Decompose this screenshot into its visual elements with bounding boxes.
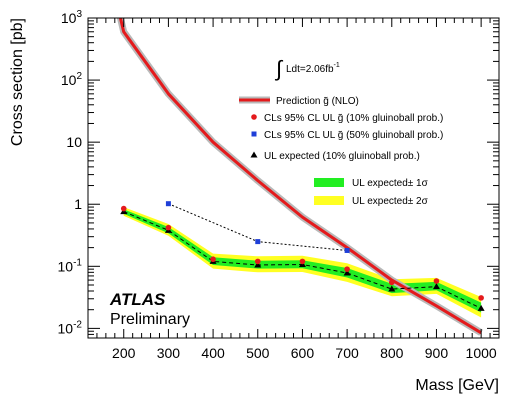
observed-10pct-point [388,279,395,286]
legend-observed-50pct-marker [251,131,257,137]
observed-10pct-point [165,224,172,231]
x-tick-label: 300 [157,345,181,361]
x-tick-label: 1000 [466,345,497,361]
observed-50pct-point [255,239,261,245]
legend-2sigma-swatch [314,196,344,205]
x-tick-label: 600 [291,345,315,361]
legend-prediction-label: Prediction g̃ (NLO) [276,96,359,107]
legend-observed-10pct-label: CLs 95% CL UL g̃ (10% gluinoball prob.) [264,113,443,124]
legend-observed-10pct-marker [251,114,257,120]
observed-10pct-point [299,258,306,265]
y-tick-label: 10-1 [58,257,83,274]
integral-sign: ∫ [274,56,284,81]
observed-50pct-point [344,247,350,253]
observed-10pct-point [254,258,261,265]
legend-2sigma-label: UL expected± 2σ [352,196,429,207]
legend-1sigma-swatch [314,178,344,187]
y-tick-label: 1 [74,196,82,212]
atlas-label: ATLAS [109,290,166,309]
observed-10pct-point [210,256,216,263]
luminosity-text: Ldt=2.06fb-1 [286,62,340,75]
prediction-line [118,18,482,335]
observed-10pct-point [344,266,350,272]
y-axis-label: Cross section [pb] [9,18,26,146]
expected-point [432,283,440,290]
expected-point [388,285,396,292]
x-tick-label: 900 [425,345,449,361]
x-tick-label: 200 [112,345,136,361]
expected-point [343,269,351,276]
y-tick-label: 103 [61,9,83,26]
legend-observed-50pct-label: CLs 95% CL UL g̃ (50% gluinoball prob.) [264,130,443,141]
expected-point [477,304,485,311]
y-tick-label: 10 [66,134,82,150]
luminosity-annotation: ∫ Ldt=2.06fb-1 [274,56,340,81]
observed-10pct-point [433,278,440,284]
legend-expected-marker [250,151,258,158]
x-tick-label: 500 [246,345,270,361]
legend-expected-label: UL expected (10% gluinoball prob.) [264,151,420,162]
x-tick-label: 700 [335,345,359,361]
observed-10pct-point [120,205,127,212]
x-axis-label: Mass [GeV] [415,377,499,394]
legend: Prediction g̃ (NLO) CLs 95% CL UL g̃ (10… [239,96,443,207]
preliminary-label: Preliminary [110,311,190,328]
observed-10pct-point [478,295,484,301]
y-tick-label: 102 [61,71,83,88]
x-tick-label: 400 [201,345,225,361]
x-tick-label: 800 [380,345,404,361]
observed-50pct-point [165,201,171,207]
y-tick-label: 10-2 [58,319,83,336]
expected-point [254,261,262,268]
legend-1sigma-label: UL expected± 1σ [352,178,429,189]
